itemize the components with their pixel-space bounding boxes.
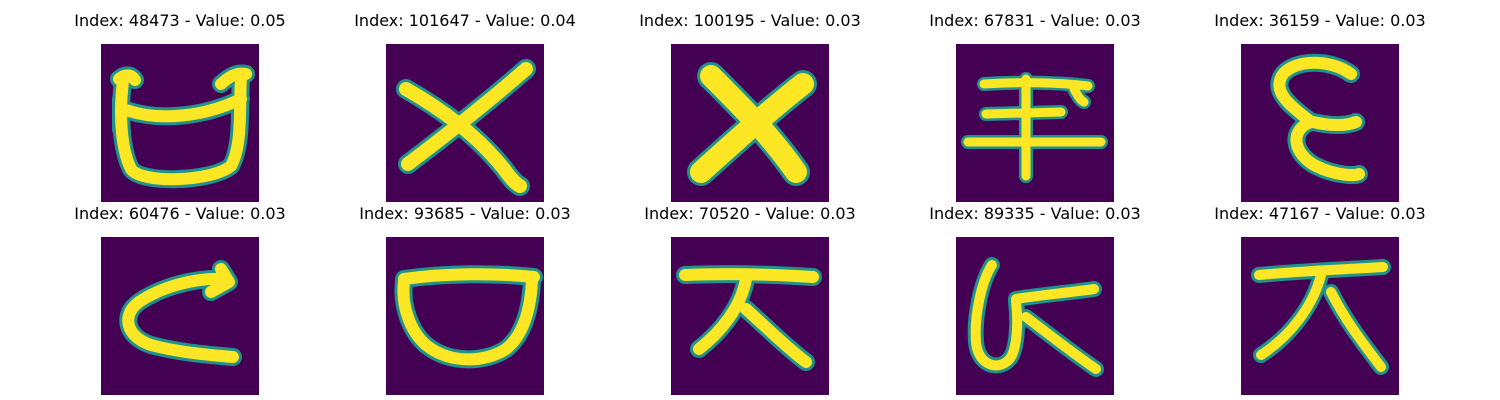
panel-9: Index: 89335 - Value: 0.03 xyxy=(905,203,1165,395)
panel-1: Index: 48473 - Value: 0.05 xyxy=(50,10,310,202)
glyph-image xyxy=(956,44,1114,202)
panel-caption: Index: 100195 - Value: 0.03 xyxy=(639,11,861,30)
glyph-image xyxy=(386,44,544,202)
panel-caption: Index: 67831 - Value: 0.03 xyxy=(929,11,1141,30)
panel-6: Index: 60476 - Value: 0.03 xyxy=(50,203,310,395)
glyph-image xyxy=(101,237,259,395)
panel-caption: Index: 48473 - Value: 0.05 xyxy=(74,11,286,30)
panel-caption: Index: 60476 - Value: 0.03 xyxy=(74,204,286,223)
glyph-image xyxy=(1241,237,1399,395)
glyph-image xyxy=(671,237,829,395)
panel-caption: Index: 89335 - Value: 0.03 xyxy=(929,204,1141,223)
panel-caption: Index: 70520 - Value: 0.03 xyxy=(644,204,856,223)
glyph-image xyxy=(956,237,1114,395)
panel-caption: Index: 93685 - Value: 0.03 xyxy=(359,204,571,223)
panel-5: Index: 36159 - Value: 0.03 xyxy=(1190,10,1450,202)
glyph-image xyxy=(386,237,544,395)
panel-8: Index: 70520 - Value: 0.03 xyxy=(620,203,880,395)
glyph-image xyxy=(1241,44,1399,202)
panel-2: Index: 101647 - Value: 0.04 xyxy=(335,10,595,202)
panel-3: Index: 100195 - Value: 0.03 xyxy=(620,10,880,202)
panel-caption: Index: 36159 - Value: 0.03 xyxy=(1214,11,1426,30)
panel-caption: Index: 101647 - Value: 0.04 xyxy=(354,11,576,30)
panel-4: Index: 67831 - Value: 0.03 xyxy=(905,10,1165,202)
glyph-image xyxy=(101,44,259,202)
panel-caption: Index: 47167 - Value: 0.03 xyxy=(1214,204,1426,223)
glyph-image xyxy=(671,44,829,202)
panel-10: Index: 47167 - Value: 0.03 xyxy=(1190,203,1450,395)
panel-7: Index: 93685 - Value: 0.03 xyxy=(335,203,595,395)
